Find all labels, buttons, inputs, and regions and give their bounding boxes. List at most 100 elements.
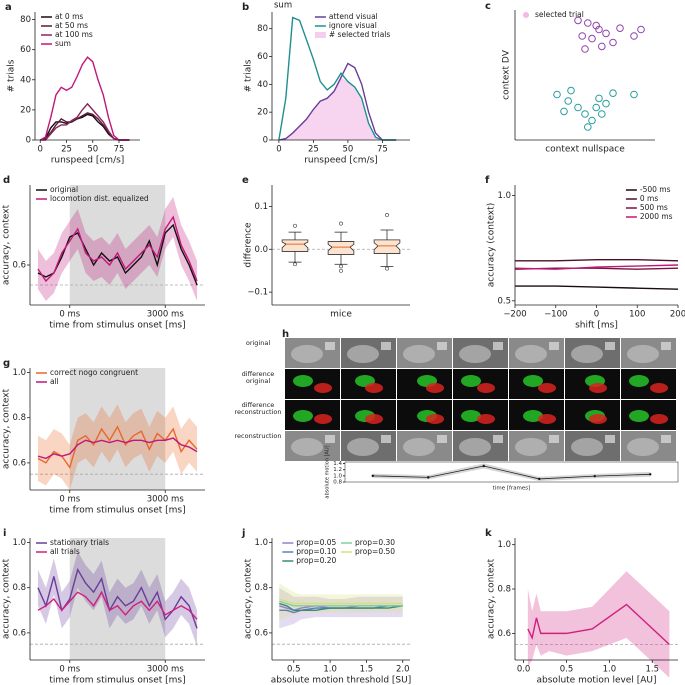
- y-tick-label: −0.1: [247, 288, 268, 298]
- motion-blob: [589, 383, 607, 393]
- image-texture: [291, 345, 323, 363]
- x-axis-label: runspeed [cm/s]: [51, 156, 125, 166]
- y-tick-label: 0.8: [333, 480, 342, 486]
- legend-label: selected trial: [535, 10, 584, 19]
- legend-label: sum: [55, 39, 71, 48]
- scatter-point: [584, 123, 592, 131]
- x-axis-label: time [frames]: [493, 486, 531, 492]
- image-frame: [285, 369, 340, 399]
- image-texture: [437, 435, 447, 443]
- y-tick-label: 0: [26, 136, 31, 146]
- image-texture: [605, 342, 615, 350]
- y-tick-label: 0.0: [254, 245, 268, 255]
- x-axis-label: runspeed [cm/s]: [304, 156, 378, 166]
- motion-blob: [461, 410, 481, 422]
- y-tick-label: 60: [257, 52, 268, 62]
- panel-letter: j: [241, 528, 245, 539]
- row-label-box: reconstruction: [234, 433, 282, 440]
- image-texture: [291, 438, 323, 456]
- legend-label: at 0 ms: [55, 12, 83, 21]
- legend-swatch: [314, 32, 326, 38]
- y-axis-label: context DV: [502, 49, 512, 100]
- panel-letter: b: [242, 2, 249, 13]
- scatter-point: [609, 38, 617, 47]
- image-texture: [437, 342, 447, 350]
- scatter-point: [581, 110, 589, 118]
- panel-letter: c: [485, 1, 491, 12]
- x-tick-label: 50: [342, 145, 353, 155]
- panel-letter: g: [3, 358, 10, 369]
- image-texture: [571, 345, 603, 363]
- motion-blob: [314, 414, 332, 424]
- scatter-point: [567, 86, 575, 95]
- box: [327, 241, 355, 255]
- motion-blob: [589, 414, 607, 424]
- y-axis-label: absolute motion [AU]: [325, 445, 331, 498]
- legend-label: prop=0.30: [355, 538, 395, 547]
- scatter-point: [564, 97, 573, 105]
- y-tick-label: 0: [263, 136, 268, 146]
- legend-label: correct nogo congruent: [50, 368, 138, 377]
- motion-blob: [650, 383, 668, 393]
- row-label-box: difference reconstruction: [235, 402, 282, 416]
- legend-label: all trials: [50, 547, 80, 556]
- legend-label: stationary trials: [50, 538, 109, 547]
- image-texture: [347, 345, 379, 363]
- x-axis-label: mice: [330, 310, 352, 320]
- data-line: [278, 16, 397, 141]
- legend-label: 0 ms: [640, 194, 658, 203]
- data-line: [37, 590, 198, 620]
- image-texture: [493, 435, 503, 443]
- scatter-point: [598, 110, 606, 118]
- x-tick-label: 50: [87, 145, 98, 155]
- motion-blob: [538, 383, 556, 393]
- scatter-point: [588, 34, 596, 43]
- scatter-point: [578, 32, 587, 40]
- legend-swatch: [523, 12, 529, 18]
- scatter-point: [560, 107, 568, 116]
- data-point: [649, 473, 652, 476]
- flier: [339, 268, 343, 273]
- x-tick-label: 1.0: [323, 665, 337, 675]
- y-tick-label: 20: [20, 105, 31, 115]
- image-frame: [621, 369, 676, 399]
- data-line: [37, 425, 198, 469]
- x-axis-label: time from stimulus onset [ms]: [49, 321, 185, 331]
- panel-letter: h: [282, 329, 289, 340]
- plot-bg: [344, 461, 679, 483]
- y-tick-label: 60: [20, 45, 31, 55]
- image-texture: [459, 438, 491, 456]
- data-line: [37, 223, 198, 286]
- image-texture: [381, 342, 391, 350]
- area: [278, 77, 397, 140]
- row-label: difference original: [241, 371, 275, 385]
- data-line: [514, 264, 679, 270]
- panel-letter: i: [3, 528, 6, 539]
- motion-blob: [426, 383, 444, 393]
- data-line: [40, 112, 130, 141]
- row-label: reconstruction: [234, 433, 282, 440]
- scatter-point: [616, 24, 624, 33]
- x-tick-label: 100: [629, 310, 645, 320]
- y-axis-label: # trials: [7, 59, 17, 92]
- motion-blob: [629, 375, 649, 387]
- scatter-point: [630, 32, 638, 40]
- data-line: [39, 56, 130, 141]
- motion-blob: [314, 383, 332, 393]
- motion-blob: [426, 414, 444, 424]
- image-texture: [549, 342, 559, 350]
- image-texture: [325, 435, 335, 443]
- x-tick-label: 3000 ms: [147, 495, 185, 505]
- y-tick-label: 0.8: [497, 585, 511, 595]
- image-texture: [459, 345, 491, 363]
- legend-label: # selected trials: [329, 30, 390, 39]
- y-tick-label: 0.6: [497, 629, 511, 639]
- x-tick-label: 25: [61, 145, 72, 155]
- image-texture: [627, 438, 659, 456]
- data-line: [37, 215, 198, 283]
- error-band: [37, 404, 198, 490]
- y-tick-label: 1.0: [254, 538, 268, 548]
- image-texture: [661, 342, 671, 350]
- y-tick-label: 40: [257, 80, 268, 90]
